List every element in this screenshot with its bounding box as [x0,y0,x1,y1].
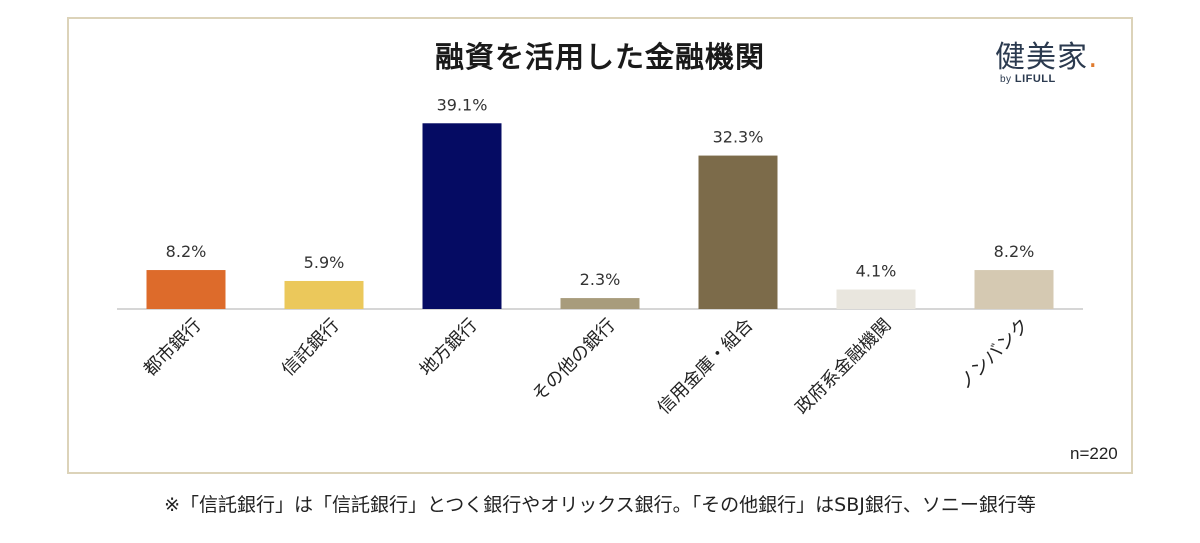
bar [836,289,916,309]
category-label: 都市銀行 [140,315,206,381]
data-label: 5.9% [304,253,345,272]
bar [698,155,778,309]
category-label: 地方銀行 [416,315,482,381]
category-label: 信託銀行 [278,315,344,381]
data-label: 4.1% [856,262,897,281]
category-label: 政府系金融機関 [792,315,896,419]
data-label: 2.3% [580,270,621,289]
category-label: 信用金庫・組合 [654,315,758,419]
chart-frame [67,17,1133,474]
sample-size: n=220 [1070,444,1118,463]
brand-sub: by LIFULL [1000,73,1056,85]
data-label: 8.2% [166,242,207,261]
brand-dot: . [1088,40,1099,75]
bar [560,298,640,309]
brand-logo: 健美家. [995,32,1099,76]
chart-title: 融資を活用した金融機関 [434,40,765,74]
brand-sub-name: LIFULL [1014,73,1056,85]
data-label: 39.1% [437,95,488,114]
brand-name: 健美家 [995,40,1088,75]
category-label: その他の銀行 [528,315,619,406]
data-label: 32.3% [713,128,764,147]
bar [284,280,364,309]
brand-by: by [1000,74,1012,85]
bar [146,270,226,309]
footnote: ※「信託銀行」は「信託銀行」とつく銀行やオリックス銀行。「その他銀行」はSBJ銀… [164,494,1036,516]
bar [422,123,502,310]
category-label: ノンバンク [954,315,1033,394]
data-label: 8.2% [994,242,1035,261]
bar [974,270,1054,309]
